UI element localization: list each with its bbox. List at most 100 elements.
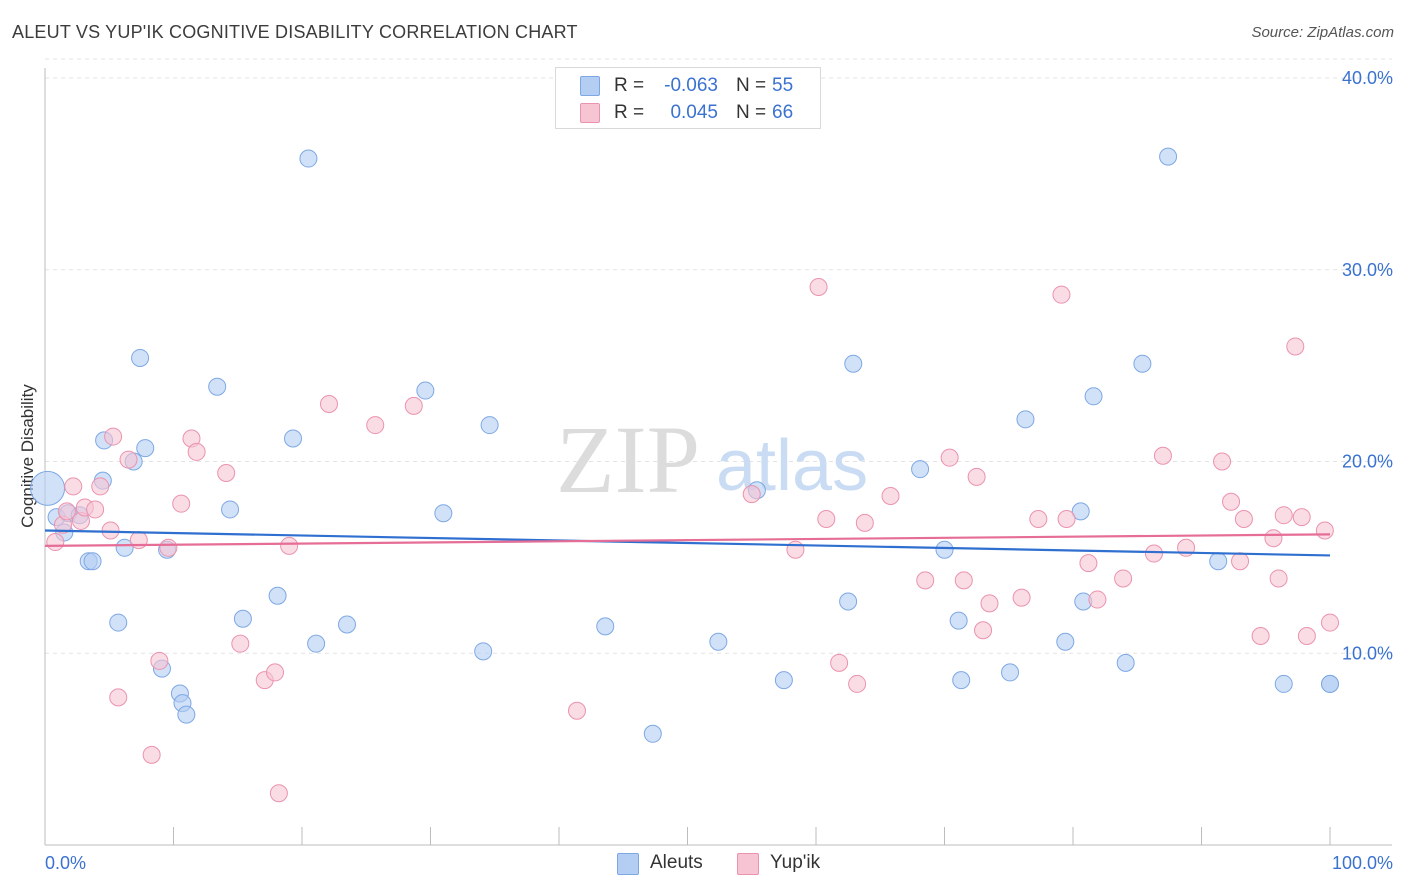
- yupik-point: [366, 416, 385, 435]
- yupik-point: [1251, 626, 1270, 645]
- yupik-legend-label: Yup'ik: [770, 852, 821, 873]
- yupik-point: [64, 477, 83, 496]
- aleut-point: [30, 470, 66, 506]
- aleut-point: [839, 592, 858, 611]
- aleut-point: [131, 348, 150, 367]
- data-points: [30, 147, 1339, 803]
- yupik-point: [980, 594, 999, 613]
- aleut-point: [1056, 632, 1075, 651]
- aleuts-legend-swatch: [617, 853, 639, 875]
- yupik-point: [187, 442, 206, 461]
- yupik-point: [1292, 508, 1311, 527]
- aleut-point: [115, 538, 134, 557]
- yupik-point: [319, 394, 338, 413]
- aleut-point: [1321, 674, 1339, 693]
- aleut-point: [1001, 663, 1020, 682]
- yupik-point: [217, 464, 236, 483]
- yupik-point: [742, 485, 761, 504]
- aleut-point: [136, 439, 155, 458]
- aleut-point: [177, 705, 196, 724]
- yupik-point: [1264, 529, 1283, 548]
- yupik-point: [848, 674, 867, 693]
- yupik-point: [881, 487, 900, 506]
- yupik-point: [280, 536, 299, 555]
- aleut-point: [83, 552, 102, 571]
- aleut-point: [643, 724, 662, 743]
- yupik-point: [57, 502, 76, 521]
- yupik-point: [1269, 569, 1288, 588]
- yupik-swatch: [580, 103, 600, 123]
- aleut-point: [109, 613, 128, 632]
- aleut-point: [1133, 354, 1152, 373]
- yupik-point: [855, 513, 874, 532]
- yupik-legend-swatch: [737, 853, 759, 875]
- aleut-point: [268, 586, 287, 605]
- yupik-point: [786, 540, 805, 559]
- y-tick-label: 20.0%: [1342, 452, 1393, 472]
- yupik-point: [266, 663, 285, 682]
- aleut-point: [709, 632, 728, 651]
- yupik-point: [150, 651, 169, 670]
- aleut-point: [1159, 147, 1178, 166]
- yupik-point: [46, 533, 65, 552]
- yupik-point: [1286, 337, 1305, 356]
- aleut-point: [949, 611, 968, 630]
- yupik-point: [104, 427, 123, 446]
- aleut-point: [911, 460, 930, 479]
- yupik-point: [1052, 285, 1071, 304]
- yupik-point: [142, 745, 161, 764]
- yupik-point: [567, 701, 586, 720]
- aleut-point: [221, 500, 240, 519]
- n-value-yupik: 66: [772, 102, 794, 123]
- aleut-point: [434, 504, 453, 523]
- aleuts-swatch: [580, 76, 600, 96]
- y-tick-label: 40.0%: [1342, 68, 1393, 88]
- x-tick-label: 100.0%: [1332, 853, 1393, 873]
- yupik-point: [109, 688, 128, 707]
- aleut-point: [1071, 502, 1090, 521]
- yupik-point: [1222, 492, 1241, 511]
- x-tick-label: 0.0%: [45, 853, 86, 873]
- yupik-point: [1144, 544, 1163, 563]
- correlation-legend: R = -0.063 N = 55 R = 0.045 N = 66: [555, 67, 821, 129]
- yupik-point: [1012, 588, 1031, 607]
- yupik-point: [86, 500, 105, 519]
- yupik-point: [1234, 510, 1253, 529]
- aleuts-legend-label: Aleuts: [650, 852, 703, 873]
- aleut-point: [480, 416, 499, 435]
- aleut-point: [474, 642, 493, 661]
- yupik-point: [1088, 590, 1107, 609]
- aleut-trend-line: [44, 529, 1331, 557]
- aleut-point: [416, 381, 435, 400]
- aleut-point: [1274, 674, 1293, 693]
- source-label: Source: ZipAtlas.com: [1251, 24, 1394, 41]
- aleut-point: [952, 671, 971, 690]
- y-tick-label: 10.0%: [1342, 643, 1393, 663]
- aleut-point: [307, 634, 326, 653]
- yupik-point: [974, 621, 993, 640]
- aleut-point: [1016, 410, 1035, 429]
- r-value-aleuts: -0.063: [664, 75, 718, 96]
- yupik-point: [269, 784, 288, 803]
- trend-lines: [44, 529, 1331, 557]
- gridlines: [45, 58, 1392, 654]
- yupik-point: [940, 448, 959, 467]
- yupik-point: [1079, 554, 1098, 573]
- yupik-point: [1213, 452, 1232, 471]
- yupik-point: [916, 571, 935, 590]
- watermark-atlas: atlas: [716, 426, 868, 506]
- tick-labels: 10.0% 20.0% 30.0% 40.0% 0.0% 100.0%: [45, 68, 1393, 873]
- aleut-point: [596, 617, 615, 636]
- yupik-point: [954, 571, 973, 590]
- yupik-point: [91, 477, 110, 496]
- aleut-point: [233, 609, 252, 628]
- yupik-point: [159, 538, 178, 557]
- chart-title: ALEUT VS YUP'IK COGNITIVE DISABILITY COR…: [12, 22, 578, 42]
- yupik-point: [119, 450, 138, 469]
- n-label: N =: [736, 75, 767, 96]
- r-label: R =: [614, 75, 645, 96]
- yupik-point: [817, 510, 836, 529]
- yupik-point: [1114, 569, 1133, 588]
- aleut-point: [1116, 653, 1135, 672]
